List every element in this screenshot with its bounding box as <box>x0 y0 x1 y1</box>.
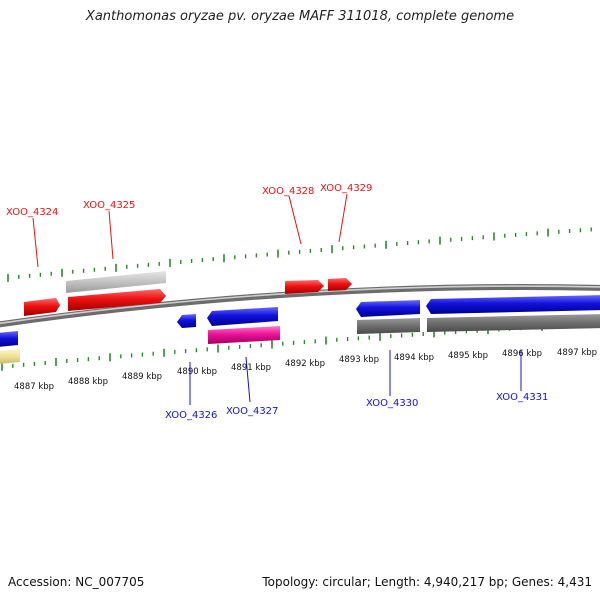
leader-line-xoo-4324 <box>32 217 39 268</box>
tick-label-4897: 4897 kbp <box>557 348 597 358</box>
tick-label-4892: 4892 kbp <box>285 359 325 369</box>
gene-label-xoo-4327[interactable]: XOO_4327 <box>226 406 278 417</box>
gene-label-xoo-4328[interactable]: XOO_4328 <box>262 186 314 197</box>
gene-feature-xoo-4326[interactable] <box>177 314 196 328</box>
tick-label-4894: 4894 kbp <box>394 353 434 363</box>
tick-label-4896: 4896 kbp <box>502 349 542 359</box>
pseudogene-feature[interactable] <box>66 271 166 293</box>
gene-feature-xoo-4328[interactable] <box>285 280 324 294</box>
tick-label-4889: 4889 kbp <box>122 372 162 382</box>
rrna-feature-xoo-4327[interactable] <box>208 326 280 344</box>
gene-label-xoo-4330[interactable]: XOO_4330 <box>366 398 418 409</box>
accession-label: Accession: NC_007705 <box>8 575 145 589</box>
gene-label-xoo-4326[interactable]: XOO_4326 <box>165 410 217 421</box>
leader-line-xoo-4329 <box>338 193 348 243</box>
gene-feature-xoo-4329[interactable] <box>328 278 352 291</box>
tick-label-4895: 4895 kbp <box>448 351 488 361</box>
genome-title: Xanthomonas oryzae pv. oryzae MAFF 31101… <box>85 9 515 24</box>
tick-label-4893: 4893 kbp <box>339 355 379 365</box>
leader-line-xoo-4327 <box>245 356 251 403</box>
gene-feature-xoo-4330[interactable] <box>356 300 420 317</box>
gene-label-xoo-4329[interactable]: XOO_4329 <box>320 183 372 194</box>
other-feature-left-edge[interactable] <box>0 349 20 364</box>
gene-label-xoo-4331[interactable]: XOO_4331 <box>496 392 548 403</box>
tick-label-4887: 4887 kbp <box>14 382 54 392</box>
genome-backbone <box>0 284 600 328</box>
gene-feature-xoo-4325[interactable] <box>68 289 166 311</box>
upper-tick-track <box>7 227 592 282</box>
tick-label-4890: 4890 kbp <box>177 367 217 377</box>
genome-summary: Topology: circular; Length: 4,940,217 bp… <box>262 575 592 589</box>
gene-feature-left-edge[interactable] <box>0 331 18 347</box>
gene-feature-xoo-4324[interactable] <box>24 298 60 316</box>
gene-feature-xoo-4331[interactable] <box>426 295 600 314</box>
tick-label-4891: 4891 kbp <box>231 363 271 373</box>
leader-line-xoo-4328 <box>288 195 302 245</box>
gene-feature-xoo-4327[interactable] <box>207 307 278 326</box>
pseudogene-feature-xoo-4331[interactable] <box>427 314 600 332</box>
pseudogene-feature-xoo-4330[interactable] <box>357 318 420 334</box>
leader-line-xoo-4325 <box>108 210 114 260</box>
tick-label-4888: 4888 kbp <box>68 377 108 387</box>
gene-label-xoo-4325[interactable]: XOO_4325 <box>83 200 135 211</box>
gene-label-xoo-4324[interactable]: XOO_4324 <box>6 207 58 218</box>
